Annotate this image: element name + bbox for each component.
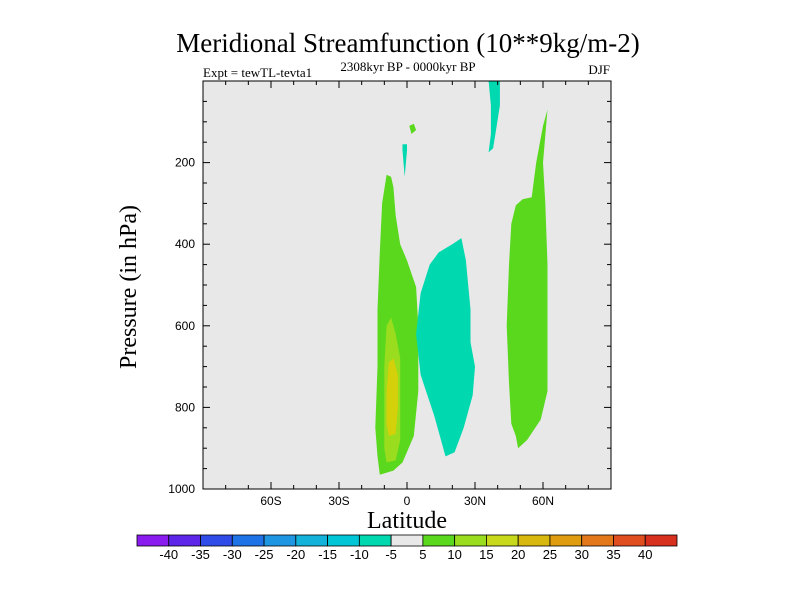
contour-cyan-sliver-upper <box>402 144 407 177</box>
colorbar-label: -40 <box>159 547 178 562</box>
colorbar-label: -5 <box>385 547 397 562</box>
colorbar-label: -35 <box>191 547 210 562</box>
colorbar-label: -20 <box>286 547 305 562</box>
y-tick-label: 1000 <box>168 482 195 496</box>
colorbar-label: 15 <box>479 547 493 562</box>
season-label: DJF <box>588 62 610 77</box>
y-tick-label: 400 <box>175 237 195 251</box>
colorbar-swatch <box>231 534 265 547</box>
colorbar-swatch <box>358 534 392 547</box>
colorbar-swatch <box>454 534 487 547</box>
colorbar-swatch <box>517 534 551 547</box>
x-tick-label: 30N <box>464 494 486 508</box>
x-tick-label: 60S <box>260 494 281 508</box>
colorbar-label: 40 <box>638 547 652 562</box>
time-range-label: 2308kyr BP - 0000kyr BP <box>340 59 475 74</box>
contour-cyan-cell-north <box>416 238 475 457</box>
colorbar-swatch <box>644 534 678 547</box>
plot-area <box>202 80 612 490</box>
x-axis: 60S 30S 0 30N 60N <box>202 81 612 508</box>
x-axis-title: Latitude <box>367 508 447 534</box>
chart-title: Meridional Streamfunction (10**9kg/m-2) <box>176 28 639 58</box>
y-tick-label: 600 <box>175 319 195 333</box>
x-tick-label: 0 <box>404 494 411 508</box>
colorbar-label: 20 <box>511 547 525 562</box>
colorbar-swatch <box>263 534 297 547</box>
colorbar-label: -30 <box>223 547 242 562</box>
contour-green-cell-60n <box>506 109 548 449</box>
colorbar-label: -10 <box>350 547 369 562</box>
colorbar-swatch <box>295 534 328 547</box>
colorbar-swatch <box>168 534 201 547</box>
colorbar-swatch <box>581 534 614 547</box>
contour-cyan-plume-tropopause <box>488 81 500 153</box>
colorbar-swatch <box>390 534 424 547</box>
colorbar-label: -15 <box>318 547 337 562</box>
contour-yellow-core-equator <box>386 358 398 436</box>
y-tick-label: 800 <box>175 400 195 414</box>
x-tick-label: 60N <box>532 494 554 508</box>
contour-green-sliver-upper <box>409 123 417 134</box>
colorbar-label: 10 <box>447 547 461 562</box>
experiment-label: Expt = tewTL-tevta1 <box>203 65 312 80</box>
y-tick-label: 200 <box>175 156 195 170</box>
colorbar-label: 25 <box>543 547 557 562</box>
colorbar-swatch <box>486 534 519 547</box>
colorbar-label: 5 <box>419 547 426 562</box>
colorbar: -40 -35 -30 -25 -20 -15 -10 -5 5 10 15 20 25 30 35 40 <box>136 534 678 562</box>
colorbar-label: 35 <box>606 547 620 562</box>
colorbar-swatch <box>613 534 646 547</box>
x-tick-label: 30S <box>328 494 349 508</box>
colorbar-swatch <box>200 534 233 547</box>
colorbar-swatch <box>327 534 360 547</box>
colorbar-swatch <box>549 534 583 547</box>
y-axis-title: Pressure (in hPa) <box>116 205 142 369</box>
colorbar-label: -25 <box>255 547 274 562</box>
colorbar-swatch <box>136 534 170 547</box>
y-axis: 200 400 600 800 1000 <box>168 100 611 496</box>
colorbar-swatch <box>422 534 456 547</box>
colorbar-label: 30 <box>574 547 588 562</box>
